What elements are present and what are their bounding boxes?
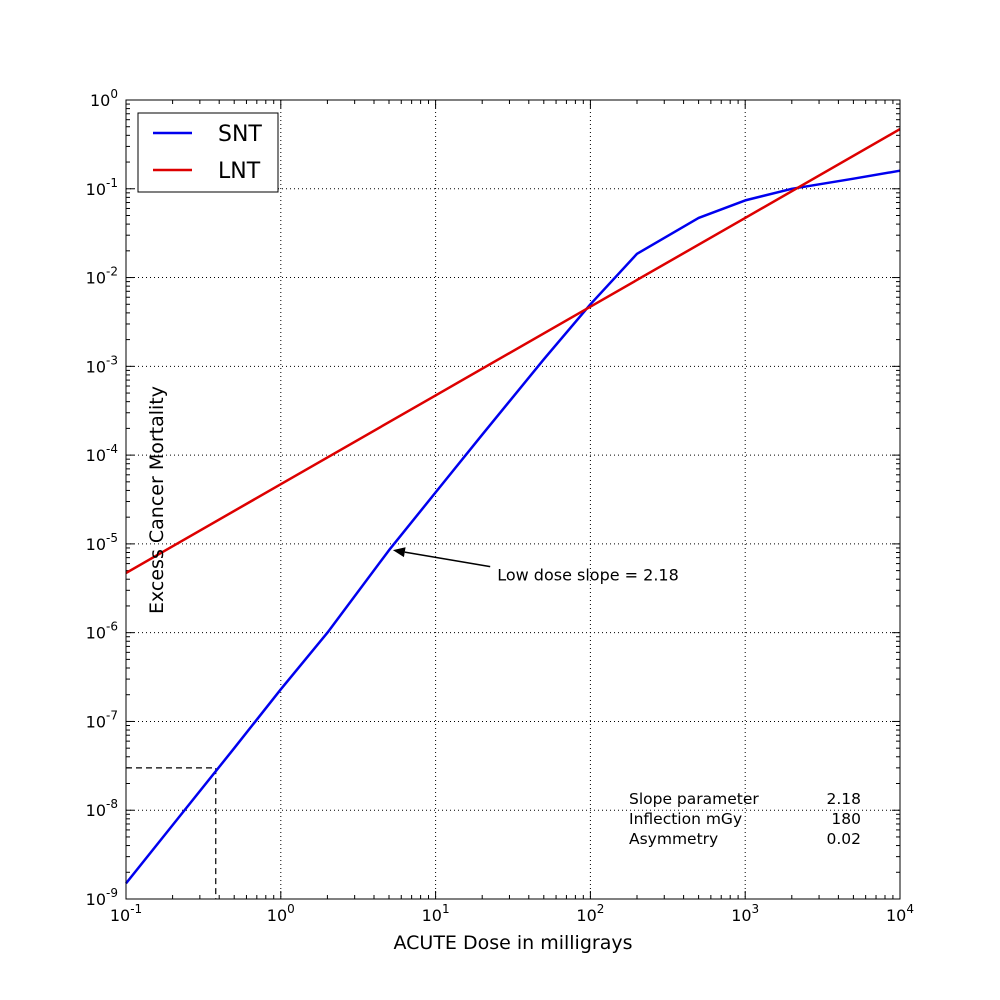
y-tick-label-exponent: -2 <box>106 265 118 279</box>
y-tick-label-base: 10 <box>86 624 106 643</box>
y-tick-label: 10-1 <box>86 176 118 199</box>
y-tick-label: 100 <box>90 87 118 110</box>
y-tick-label-base: 10 <box>86 357 106 376</box>
annotation-arrow-head <box>392 547 406 558</box>
x-tick-label: 101 <box>422 902 450 925</box>
annotation: Low dose slope = 2.18 <box>392 547 679 585</box>
x-tick-label-exponent: 4 <box>906 902 914 916</box>
parameter-table: Slope parameter 2.18 Inflection mGy 180 Asym… <box>629 790 861 848</box>
x-tick-label: 104 <box>886 902 914 925</box>
y-tick-label-base: 10 <box>86 446 106 465</box>
parameter-value: 0.02 <box>826 830 861 848</box>
y-axis-label: Excess Cancer Mortality <box>146 386 168 614</box>
y-tick-label: 10-5 <box>86 531 118 554</box>
x-tick-label: 103 <box>731 902 759 925</box>
annotation-text: Low dose slope = 2.18 <box>497 566 679 585</box>
parameter-label: Slope parameter <box>629 790 759 808</box>
y-tick-label: 10-9 <box>86 886 118 909</box>
legend: SNT LNT <box>137 112 279 193</box>
y-tick-label: 10-3 <box>86 353 118 376</box>
legend-label: SNT <box>218 122 262 147</box>
x-tick-label-exponent: 3 <box>752 902 760 916</box>
y-tick-label-exponent: 0 <box>110 87 118 101</box>
x-tick-label-base: 10 <box>110 906 130 925</box>
y-tick-label: 10-4 <box>86 442 118 465</box>
y-tick-label-base: 10 <box>86 535 106 554</box>
y-tick-label-base: 10 <box>86 269 106 288</box>
x-tick-labels: 10-1 100 101 102 103 104 <box>110 902 914 925</box>
y-tick-label-exponent: -8 <box>106 797 118 811</box>
parameter-value: 2.18 <box>826 790 861 808</box>
x-tick-label-exponent: -1 <box>130 902 142 916</box>
parameter-label: Asymmetry <box>629 830 718 848</box>
y-tick-label-base: 10 <box>86 712 106 731</box>
y-tick-label-exponent: -1 <box>106 176 118 190</box>
y-tick-label-exponent: -4 <box>106 442 118 456</box>
series-group <box>125 128 901 885</box>
y-tick-label: 10-6 <box>86 620 118 643</box>
legend-label: LNT <box>218 159 261 184</box>
x-tick-label-base: 10 <box>731 906 751 925</box>
annotation-arrow-shaft <box>404 551 491 568</box>
y-tick-label-exponent: -9 <box>106 886 118 900</box>
x-tick-label: 102 <box>576 902 604 925</box>
x-tick-label-base: 10 <box>267 906 287 925</box>
x-tick-label-base: 10 <box>886 906 906 925</box>
legend-box <box>137 112 279 193</box>
x-tick-label-base: 10 <box>576 906 596 925</box>
x-tick-label: 100 <box>267 902 295 925</box>
y-tick-label-base: 10 <box>86 890 106 909</box>
y-tick-label-exponent: -5 <box>106 531 118 545</box>
y-tick-label: 10-8 <box>86 797 118 820</box>
y-tick-label-exponent: -7 <box>106 708 118 722</box>
y-tick-label: 10-7 <box>86 708 118 731</box>
x-tick-label-exponent: 2 <box>597 902 605 916</box>
y-tick-label-base: 10 <box>86 801 106 820</box>
plot-frame <box>125 99 901 900</box>
x-axis-label: ACUTE Dose in milligrays <box>393 932 632 954</box>
y-tick-label-base: 10 <box>86 180 106 199</box>
x-tick-label-base: 10 <box>422 906 442 925</box>
y-tick-label-exponent: -3 <box>106 353 118 367</box>
x-tick-label: 10-1 <box>110 902 142 925</box>
x-tick-label-exponent: 1 <box>442 902 450 916</box>
series-line-lnt <box>125 128 901 575</box>
parameter-value: 180 <box>831 810 861 828</box>
parameter-label: Inflection mGy <box>629 810 742 828</box>
y-tick-label-base: 10 <box>90 91 110 110</box>
y-tick-label-exponent: -6 <box>106 620 118 634</box>
x-tick-label-exponent: 0 <box>287 902 295 916</box>
series-line-snt <box>125 169 901 885</box>
y-tick-label: 10-2 <box>86 265 118 288</box>
